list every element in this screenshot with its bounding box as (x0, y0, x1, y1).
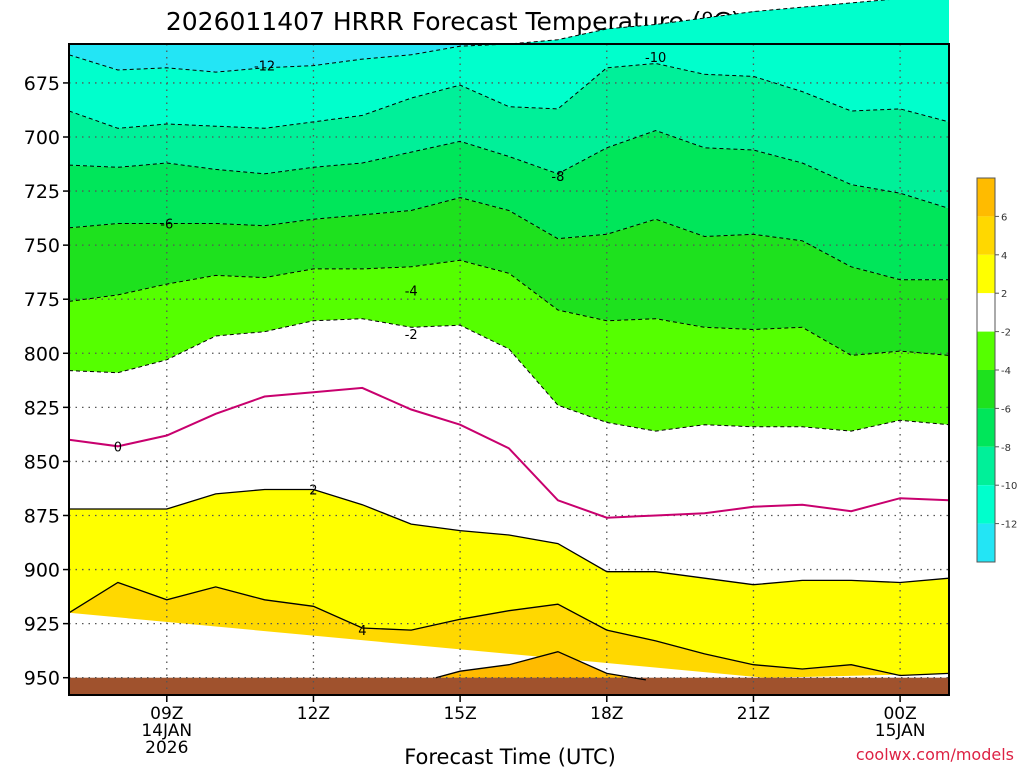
band-minus-10-to-minus-8 (69, 63, 949, 209)
band-minus-4-to-minus-2 (69, 260, 949, 432)
y-tick-label: 850 (24, 451, 60, 473)
contour-line (68, 318, 950, 432)
colorbar-label: -2 (1001, 328, 1011, 339)
x-tick-label: 15Z (443, 704, 476, 724)
x-tick-label: 00Z (883, 704, 916, 724)
y-tick-label: 725 (24, 181, 60, 203)
contour-label: -12 (254, 60, 275, 75)
colorbar-swatch (977, 485, 995, 524)
y-tick-label: 875 (24, 505, 60, 527)
x-tick-label: 14JAN (141, 721, 192, 741)
band-above-6 (435, 651, 646, 680)
colorbar-swatch (977, 370, 995, 409)
band-minus-8-to-minus-6 (69, 130, 949, 280)
contour-line (69, 488, 950, 586)
temperature-fills (69, 0, 949, 695)
band-minus-2-to-0 (69, 318, 949, 518)
gridlines (69, 44, 949, 695)
x-tick-label: 18Z (590, 704, 623, 724)
contour-line (68, 62, 950, 129)
colorbar-swatch (977, 216, 995, 255)
contour-label: 4 (358, 624, 366, 639)
contour-lines (68, 0, 950, 681)
contour-line-6 (435, 651, 647, 681)
contour-label: -4 (405, 285, 418, 300)
band-0-to-2 (69, 387, 949, 585)
colorbar-swatch (977, 293, 995, 332)
y-tick-label: 800 (24, 343, 60, 365)
colorbar-label: 4 (1001, 251, 1007, 262)
colorbar-swatch (977, 523, 995, 562)
y-tick-label: 825 (24, 397, 60, 419)
y-tick-label: 775 (24, 289, 60, 311)
contour-label: -10 (645, 51, 666, 66)
contour-line (68, 197, 949, 281)
colorbar-swatch (977, 178, 995, 217)
y-tick-label: 900 (24, 560, 60, 582)
contour-label: 0 (114, 440, 122, 455)
colorbar-label: -12 (1001, 520, 1017, 531)
y-tick-label: 700 (24, 127, 60, 149)
contour-label: -8 (551, 170, 564, 185)
band-4-to-6 (69, 582, 949, 695)
plot-frame (68, 43, 950, 696)
x-tick-label: 09Z (150, 704, 183, 724)
x-tick-label: 12Z (297, 704, 330, 724)
x-axis-label: Forecast Time (UTC) (404, 745, 616, 768)
credit-link[interactable]: coolwx.com/models (856, 745, 1014, 764)
x-tick-label: 15JAN (875, 721, 926, 741)
colorbar-swatch (977, 408, 995, 447)
contour-label: -6 (160, 218, 173, 233)
colorbar-swatch (977, 331, 995, 370)
band-minus-12-to-minus-10 (69, 0, 949, 129)
y-tick-label: 950 (24, 668, 60, 690)
x-tick-label: 2026 (145, 738, 188, 758)
y-tick-label: 750 (24, 235, 60, 257)
colorbar-label: -6 (1001, 404, 1011, 415)
band-minus-6-to-minus-4 (69, 197, 949, 356)
colorbar: 6 4 2 -2 -4 -6 -8 -10 -12 (976, 177, 1017, 563)
contour-line (68, 581, 950, 677)
y-tick-label: 675 (24, 73, 60, 95)
band-2-to-4 (69, 489, 949, 676)
ground-layer (69, 677, 949, 695)
contour-line (68, 386, 950, 519)
colorbar-swatch (977, 254, 995, 294)
contour-line (68, 129, 950, 209)
x-tick-label: 21Z (737, 704, 770, 724)
colorbar-label: -4 (1001, 366, 1011, 377)
colorbar-label: -8 (1001, 443, 1011, 454)
contour-line (68, 259, 950, 356)
contour-label: -2 (405, 328, 418, 343)
colorbar-swatch (977, 446, 995, 486)
y-tick-label: 925 (24, 614, 60, 636)
contour-labels: -12 -10 -8 -6 -4 -2 0 2 4 (114, 51, 667, 639)
colorbar-label: 6 (1001, 212, 1007, 223)
colorbar-label: 2 (1001, 289, 1007, 300)
contour-label: 2 (309, 484, 317, 499)
y-axis: 675 700 725 750 775 800 825 850 875 900 925 950 (24, 73, 69, 690)
colorbar-label: -10 (1001, 481, 1017, 492)
